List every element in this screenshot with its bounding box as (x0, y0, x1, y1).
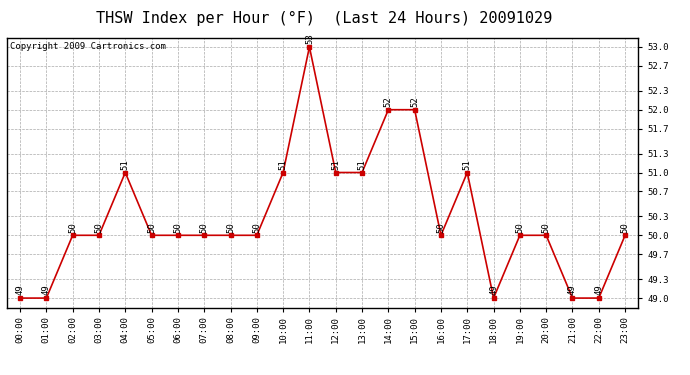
Text: THSW Index per Hour (°F)  (Last 24 Hours) 20091029: THSW Index per Hour (°F) (Last 24 Hours)… (96, 11, 553, 26)
Text: 51: 51 (463, 159, 472, 170)
Text: 51: 51 (279, 159, 288, 170)
Text: 50: 50 (95, 222, 103, 232)
Text: 49: 49 (568, 285, 577, 295)
Text: 50: 50 (437, 222, 446, 232)
Text: 50: 50 (253, 222, 262, 232)
Text: 50: 50 (542, 222, 551, 232)
Text: 49: 49 (489, 285, 498, 295)
Text: 49: 49 (42, 285, 51, 295)
Text: 50: 50 (68, 222, 77, 232)
Text: 50: 50 (199, 222, 208, 232)
Text: 52: 52 (410, 96, 419, 107)
Text: 50: 50 (226, 222, 235, 232)
Text: 50: 50 (620, 222, 629, 232)
Text: 51: 51 (331, 159, 340, 170)
Text: 51: 51 (357, 159, 366, 170)
Text: 50: 50 (147, 222, 156, 232)
Text: 49: 49 (16, 285, 25, 295)
Text: 51: 51 (121, 159, 130, 170)
Text: 50: 50 (515, 222, 524, 232)
Text: 52: 52 (384, 96, 393, 107)
Text: 49: 49 (594, 285, 603, 295)
Text: 50: 50 (173, 222, 182, 232)
Text: Copyright 2009 Cartronics.com: Copyright 2009 Cartronics.com (10, 42, 166, 51)
Text: 53: 53 (305, 33, 314, 44)
